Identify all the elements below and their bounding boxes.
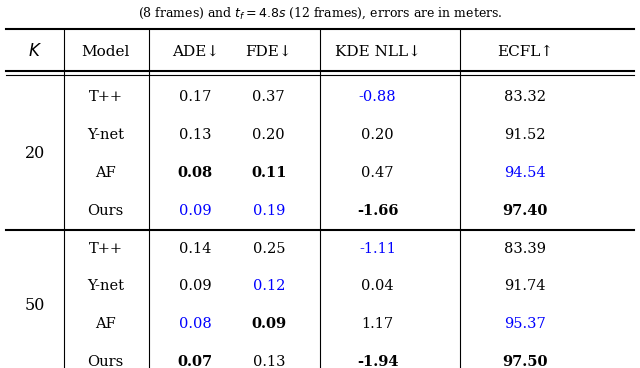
Text: 0.20: 0.20 — [362, 128, 394, 142]
Text: FDE↓: FDE↓ — [246, 45, 292, 59]
Text: AF: AF — [95, 317, 116, 332]
Text: 50: 50 — [25, 297, 45, 314]
Text: 20: 20 — [25, 145, 45, 162]
Text: Y-net: Y-net — [87, 279, 124, 294]
Text: 0.08: 0.08 — [179, 317, 212, 332]
Text: Model: Model — [81, 45, 130, 59]
Text: 0.13: 0.13 — [179, 128, 211, 142]
Text: KDE NLL↓: KDE NLL↓ — [335, 45, 420, 59]
Text: -0.88: -0.88 — [359, 90, 396, 104]
Text: Y-net: Y-net — [87, 128, 124, 142]
Text: 0.07: 0.07 — [178, 355, 212, 368]
Text: 0.14: 0.14 — [179, 241, 211, 256]
Text: 97.50: 97.50 — [502, 355, 548, 368]
Text: -1.11: -1.11 — [359, 241, 396, 256]
Text: AF: AF — [95, 166, 116, 180]
Text: 0.17: 0.17 — [179, 90, 211, 104]
Text: Ours: Ours — [88, 355, 124, 368]
Text: 0.25: 0.25 — [253, 241, 285, 256]
Text: 0.19: 0.19 — [253, 204, 285, 218]
Text: 0.47: 0.47 — [362, 166, 394, 180]
Text: 0.04: 0.04 — [362, 279, 394, 294]
Text: 1.17: 1.17 — [362, 317, 394, 332]
Text: 97.40: 97.40 — [502, 204, 547, 218]
Text: 0.12: 0.12 — [253, 279, 285, 294]
Text: 95.37: 95.37 — [504, 317, 546, 332]
Text: 94.54: 94.54 — [504, 166, 546, 180]
Text: 83.39: 83.39 — [504, 241, 546, 256]
Text: ECFL↑: ECFL↑ — [497, 45, 553, 59]
Text: T++: T++ — [88, 241, 123, 256]
Text: -1.94: -1.94 — [357, 355, 398, 368]
Text: Ours: Ours — [88, 204, 124, 218]
Text: 91.74: 91.74 — [504, 279, 545, 294]
Text: 0.11: 0.11 — [251, 166, 287, 180]
Text: 0.09: 0.09 — [179, 279, 211, 294]
Text: 0.37: 0.37 — [253, 90, 285, 104]
Text: ADE↓: ADE↓ — [172, 45, 219, 59]
Text: 0.08: 0.08 — [178, 166, 212, 180]
Text: (8 frames) and $t_f = 4.8s$ (12 frames), errors are in meters.: (8 frames) and $t_f = 4.8s$ (12 frames),… — [138, 5, 502, 21]
Text: 0.09: 0.09 — [252, 317, 286, 332]
Text: 0.09: 0.09 — [179, 204, 211, 218]
Text: 91.52: 91.52 — [504, 128, 545, 142]
Text: 0.13: 0.13 — [253, 355, 285, 368]
Text: T++: T++ — [88, 90, 123, 104]
Text: $K$: $K$ — [28, 43, 42, 60]
Text: 83.32: 83.32 — [504, 90, 546, 104]
Text: -1.66: -1.66 — [357, 204, 398, 218]
Text: 0.20: 0.20 — [253, 128, 285, 142]
